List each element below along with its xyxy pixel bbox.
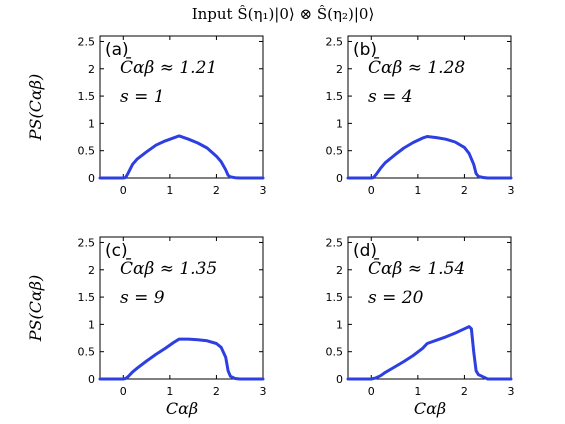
series-line-c (98, 337, 265, 381)
y-tick-label: 0.5 (78, 145, 96, 158)
y-tick-label: 1.5 (78, 90, 96, 103)
x-tick-label: 1 (414, 184, 421, 197)
y-tick-label: 1.5 (326, 291, 344, 304)
x-tick-label: 3 (508, 184, 515, 197)
axes-frame-d (347, 236, 512, 380)
x-tick-label: 3 (260, 184, 267, 197)
y-tick-label: 0 (88, 373, 95, 386)
series-line-b (346, 135, 513, 180)
y-axis-label-bottom: PS(Cαβ) (26, 275, 45, 343)
y-axis-label-top: PS(Cαβ) (26, 74, 45, 142)
x-tick-label: 2 (461, 385, 468, 398)
axes-frame-b (347, 35, 512, 179)
s-annotation-a: s = 1 (120, 87, 165, 107)
axes-frame-a (99, 35, 264, 179)
s-annotation-b: s = 4 (368, 87, 413, 107)
y-tick-label: 1 (336, 117, 343, 130)
mean-annotation-b: C̄αβ ≈ 1.28 (368, 56, 465, 78)
y-tick-label: 2.5 (326, 35, 344, 48)
panel-label-a: (a) (105, 40, 129, 60)
x-tick-label: 1 (166, 184, 173, 197)
y-tick-label: 2 (336, 63, 343, 76)
y-tick-label: 1.5 (326, 90, 344, 103)
x-tick-label: 0 (368, 184, 375, 197)
x-axis-label-right: Cαβ (414, 399, 446, 418)
x-tick-label: 3 (260, 385, 267, 398)
y-tick-label: 1 (88, 117, 95, 130)
x-tick-label: 3 (508, 385, 515, 398)
panel-c: 0 0.5 1 1.5 2 2.5 0 1 2 3 (c)C̄αβ ≈ 1.35 s = 9 (78, 236, 267, 398)
x-tick-label: 2 (461, 184, 468, 197)
y-tick-label: 0 (88, 172, 95, 185)
x-tick-label: 0 (120, 385, 127, 398)
s-annotation-d: s = 20 (368, 288, 424, 308)
panel-label-b: (b) (353, 40, 377, 60)
x-tick-label: 1 (414, 385, 421, 398)
mean-annotation-c: C̄αβ ≈ 1.35 (120, 257, 217, 279)
series-line-a (98, 134, 265, 180)
y-tick-label: 2.5 (78, 236, 96, 249)
panel-a: 0 0.5 1 1.5 2 2.5 0 1 2 3 (a)C̄αβ ≈ 1.21 s = 1 (78, 35, 267, 197)
panel-label-d: (d) (353, 241, 377, 261)
y-tick-label: 0.5 (326, 346, 344, 359)
panel-b: 0 0.5 1 1.5 2 2.5 0 1 2 3 (b)C̄αβ ≈ 1.28 s = 4 (326, 35, 515, 197)
x-tick-label: 2 (213, 184, 220, 197)
y-tick-label: 1 (88, 318, 95, 331)
mean-annotation-a: C̄αβ ≈ 1.21 (120, 56, 217, 78)
y-tick-label: 2.5 (326, 236, 344, 249)
y-tick-label: 2 (336, 264, 343, 277)
axes-frame-c (99, 236, 264, 380)
figure-title: Input Ŝ(η₁)|0⟩ ⊗ Ŝ(η₂)|0⟩ (192, 5, 375, 23)
x-tick-label: 1 (166, 385, 173, 398)
y-tick-label: 1.5 (78, 291, 96, 304)
y-tick-label: 0.5 (78, 346, 96, 359)
series-line-d (346, 325, 513, 381)
x-tick-label: 0 (120, 184, 127, 197)
panel-label-c: (c) (105, 241, 128, 261)
mean-annotation-d: C̄αβ ≈ 1.54 (368, 257, 465, 279)
y-tick-label: 2 (88, 63, 95, 76)
y-tick-label: 2 (88, 264, 95, 277)
y-tick-label: 0 (336, 373, 343, 386)
x-axis-label-left: Cαβ (166, 399, 198, 418)
y-tick-label: 1 (336, 318, 343, 331)
y-tick-label: 0 (336, 172, 343, 185)
x-tick-label: 2 (213, 385, 220, 398)
panels: 0 0.5 1 1.5 2 2.5 0 1 2 3 (a)C̄αβ ≈ 1.21 s = 1 0 0.5 1… (26, 35, 515, 418)
s-annotation-c: s = 9 (120, 288, 165, 308)
x-tick-label: 0 (368, 385, 375, 398)
y-tick-label: 2.5 (78, 35, 96, 48)
panel-d: 0 0.5 1 1.5 2 2.5 0 1 2 3 (d)C̄αβ ≈ 1.54 s = 20 (326, 236, 515, 398)
y-tick-label: 0.5 (326, 145, 344, 158)
